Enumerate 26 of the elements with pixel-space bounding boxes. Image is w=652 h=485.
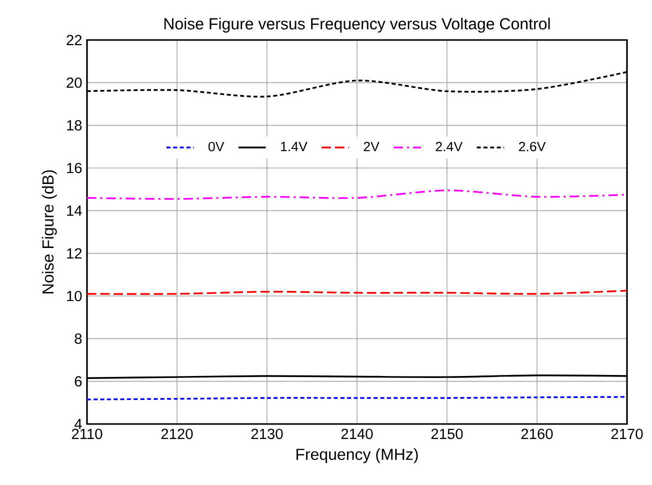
legend-label: 2.6V [518,142,546,152]
x-tick-label: 2110 [72,428,102,440]
y-tick-label: 8 [74,333,82,344]
chart-title: Noise Figure versus Frequency versus Voltage Control [164,18,550,33]
y-tick-label: 22 [66,34,82,46]
x-axis-title: Frequency (MHz) [296,448,418,464]
y-tick-label: 4 [74,418,82,430]
y-axis-title: Noise Figure (dB) [42,170,57,294]
x-tick-label: 2130 [251,428,283,440]
y-tick-label: 12 [67,248,82,258]
legend-label: 0V [208,142,224,152]
x-tick-label: 2120 [161,428,193,440]
y-tick-label: 14 [67,206,82,216]
line-series [87,190,627,200]
y-tick-label: 6 [74,376,82,387]
x-tick-label: 2160 [521,428,553,440]
legend-label: 1.4V [281,142,308,152]
x-tick-label: 2150 [431,428,463,440]
x-tick-label: 2140 [341,428,373,440]
x-tick-label: 2170 [611,428,643,440]
legend-label: 2.4V [436,142,463,152]
legend-label: 2V [364,142,380,152]
y-tick-label: 16 [67,162,82,174]
y-tick-label: 10 [67,290,82,302]
y-tick-label: 18 [67,120,82,131]
y-tick-label: 20 [66,77,82,88]
